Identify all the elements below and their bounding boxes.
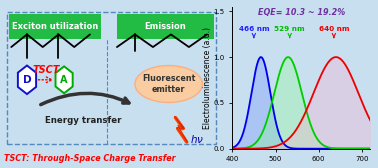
Polygon shape [174,116,188,143]
FancyBboxPatch shape [9,14,101,39]
Polygon shape [56,66,73,93]
Ellipse shape [135,66,203,102]
Y-axis label: Electroluminescence (a.u.): Electroluminescence (a.u.) [203,27,212,129]
Polygon shape [18,66,36,94]
Text: D: D [23,75,31,85]
Text: TSCT: TSCT [33,65,60,75]
Text: A: A [60,75,68,85]
Text: TSCT: Through-Space Charge Transfer: TSCT: Through-Space Charge Transfer [5,154,176,163]
Text: $h\nu$: $h\nu$ [190,133,204,145]
Text: Exciton utilization: Exciton utilization [12,22,98,31]
Text: Fluorescent
emitter: Fluorescent emitter [142,74,195,94]
Text: Emission: Emission [144,22,186,31]
Text: 529 nm: 529 nm [274,26,305,37]
Text: 466 nm: 466 nm [239,26,269,37]
Text: Energy transfer: Energy transfer [45,116,121,125]
Text: 640 nm: 640 nm [319,26,349,37]
Text: EQE= 10.3 ~ 19.2%: EQE= 10.3 ~ 19.2% [258,8,345,17]
FancyBboxPatch shape [117,14,214,39]
